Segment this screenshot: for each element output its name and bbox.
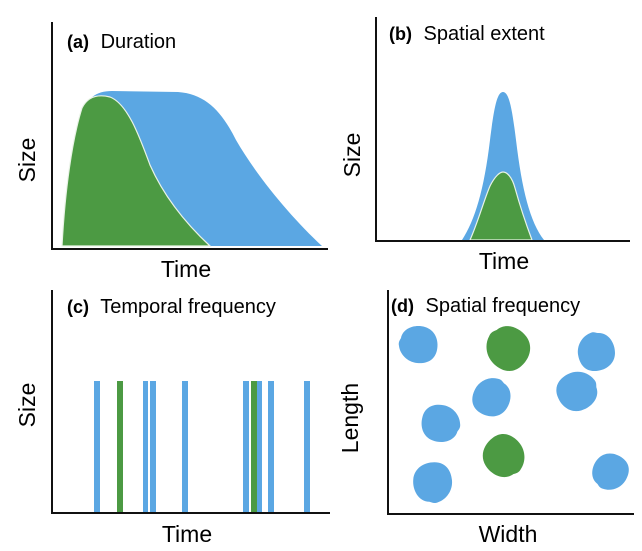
temporal-bars	[94, 381, 310, 512]
temporal-bar-blue	[94, 381, 100, 512]
temporal-bar-blue	[304, 381, 310, 512]
panel-a-letter: (a)	[67, 32, 89, 52]
panel-b-ylabel: Size	[339, 133, 365, 178]
panel-b-xlabel: Time	[479, 248, 529, 274]
panel-d-ylabel: Length	[337, 383, 363, 453]
temporal-bar-green	[251, 381, 257, 512]
temporal-bar-blue	[143, 381, 148, 512]
spatial-patch-blue	[413, 462, 452, 504]
panel-a-ylabel: Size	[14, 138, 40, 183]
panel-c-title: Temporal frequency	[100, 296, 276, 318]
spatial-patch-blue	[421, 404, 461, 443]
spatial-patch-green	[482, 434, 525, 478]
temporal-bar-blue	[243, 381, 249, 512]
panel-c: (c) Temporal frequency Time Size	[14, 290, 330, 547]
panel-a: (a) Duration Time Size	[14, 22, 328, 282]
panel-d: (d) Spatial frequency Width Length	[337, 290, 634, 547]
panel-b-letter: (b)	[389, 24, 412, 44]
panel-b-title: Spatial extent	[424, 23, 546, 45]
temporal-bar-blue	[268, 381, 274, 512]
panel-d-letter: (d)	[391, 296, 414, 316]
panel-a-title: Duration	[101, 31, 177, 53]
panel-a-xlabel: Time	[161, 256, 211, 282]
temporal-bar-blue	[257, 381, 262, 512]
panel-c-ylabel: Size	[14, 383, 40, 428]
panel-c-xlabel: Time	[162, 521, 212, 547]
spatial-patch-blue	[472, 378, 511, 417]
panel-c-letter: (c)	[67, 297, 89, 317]
extent-blue-peak	[462, 92, 544, 240]
spatial-patches	[398, 326, 629, 504]
extent-green-peak	[469, 171, 533, 241]
duration-green-area	[61, 95, 212, 247]
temporal-bar-green	[117, 381, 123, 512]
panel-d-xlabel: Width	[479, 521, 538, 547]
panel-d-title: Spatial frequency	[426, 295, 581, 317]
spatial-patch-blue	[577, 332, 615, 371]
svg-text:(c) Temporal frequency: (c) Temporal frequency	[67, 296, 276, 318]
spatial-patch-blue	[592, 453, 629, 490]
temporal-bar-blue	[182, 381, 188, 512]
spatial-patch-blue	[556, 371, 598, 412]
svg-text:(a) Duration: (a) Duration	[67, 31, 176, 53]
spatial-patch-green	[486, 326, 531, 371]
panel-b: (b) Spatial extent Time Size	[339, 17, 630, 274]
temporal-bar-blue	[150, 381, 156, 512]
svg-text:(d) Spatial frequency: (d) Spatial frequency	[391, 295, 580, 317]
spatial-patch-blue	[398, 326, 438, 364]
svg-text:(b) Spatial extent: (b) Spatial extent	[389, 23, 545, 45]
